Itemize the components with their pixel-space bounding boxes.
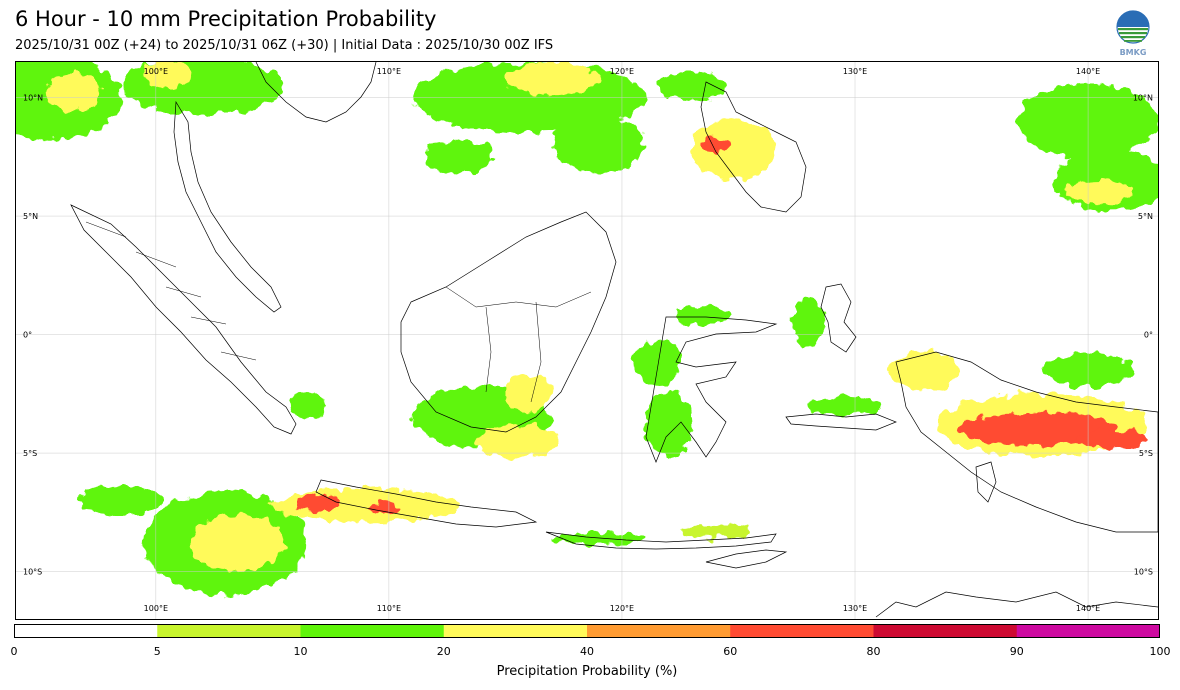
map-subtitle: 2025/10/31 00Z (+24) to 2025/10/31 06Z (… bbox=[15, 38, 554, 53]
lat-tick-label: 10°N bbox=[1133, 94, 1153, 103]
precip-region-kalimantan-se bbox=[505, 374, 553, 413]
indochina-coastline bbox=[255, 62, 377, 123]
colorbar-segment bbox=[300, 624, 445, 638]
colorbar-tick-label: 0 bbox=[10, 645, 18, 658]
borneo-coastline bbox=[400, 211, 617, 433]
lat-tick-label: 10°S bbox=[23, 568, 42, 577]
colorbar-tick-label: 40 bbox=[580, 645, 594, 658]
precip-region-seram bbox=[806, 396, 881, 416]
colorbar-tick-label: 100 bbox=[1149, 645, 1171, 658]
colorbar-tick-label: 5 bbox=[153, 645, 161, 658]
timor-coastline bbox=[705, 549, 788, 569]
lon-tick-label: 140°E bbox=[1076, 604, 1100, 613]
colorbar-title: Precipitation Probability (%) bbox=[496, 664, 678, 679]
colorbar-segment bbox=[443, 624, 588, 638]
precip-region-sumatra-se bbox=[288, 391, 326, 420]
colorbar bbox=[14, 624, 1160, 638]
halmahera-coastline bbox=[820, 283, 857, 353]
lon-tick-label: 100°E bbox=[144, 604, 168, 613]
colorbar-segment bbox=[873, 624, 1018, 638]
australia-coastline bbox=[875, 591, 1158, 618]
precipitation-map[interactable]: 100°E 100°E 110°E 110°E 120°E 120°E 130°E 130°E… bbox=[16, 62, 1158, 619]
lat-tick-label: 5°S bbox=[23, 449, 37, 458]
sulawesi-coastline bbox=[645, 316, 778, 463]
lon-tick-label: 140°E bbox=[1076, 67, 1100, 76]
new-guinea-coastline bbox=[895, 351, 1158, 533]
borneo-borders bbox=[445, 286, 592, 403]
precip-region-timor-area bbox=[680, 524, 751, 539]
colorbar-segment bbox=[587, 624, 731, 638]
precip-region-papua-west bbox=[889, 351, 960, 390]
sumatra-coastline bbox=[70, 204, 297, 435]
nusa-tenggara-coastline bbox=[545, 531, 777, 550]
colorbar-tick-label: 10 bbox=[293, 645, 308, 658]
precip-region-palawan bbox=[552, 116, 646, 174]
colorbar-tick-label: 20 bbox=[436, 645, 451, 658]
java-coastline bbox=[315, 479, 538, 528]
precip-region-indian-ocean-core bbox=[190, 514, 285, 572]
precip-region-south-china-sea-core bbox=[505, 62, 599, 96]
precip-region-visayas bbox=[656, 71, 727, 100]
map-frame[interactable]: 100°E 100°E 110°E 110°E 120°E 120°E 130°E 130°E… bbox=[15, 61, 1159, 620]
precip-region-mindanao bbox=[691, 118, 776, 181]
seram-coastline bbox=[785, 413, 897, 431]
precip-region-java-sea bbox=[475, 424, 560, 458]
sumatra-borders bbox=[85, 221, 257, 361]
colorbar-segment bbox=[730, 624, 874, 638]
lat-tick-label: 10°N bbox=[23, 94, 43, 103]
precip-region-sulu-sea bbox=[423, 140, 494, 174]
precip-region-andaman-sea-core bbox=[46, 73, 103, 112]
precip-region-n-sulawesi bbox=[675, 306, 732, 326]
lat-tick-label: 0° bbox=[1144, 331, 1153, 340]
lat-tick-label: 0° bbox=[23, 331, 32, 340]
precip-region-papua-east-peak bbox=[1076, 429, 1147, 449]
lon-tick-label: 130°E bbox=[843, 604, 867, 613]
coastlines bbox=[70, 62, 1158, 618]
bmkg-logo: BMKG bbox=[1114, 10, 1152, 58]
lon-tick-label: 110°E bbox=[377, 67, 401, 76]
malay-peninsula-coastline bbox=[173, 100, 282, 313]
aru-coastline bbox=[975, 461, 997, 503]
graticule bbox=[16, 62, 1158, 619]
bmkg-logo-icon: BMKG bbox=[1116, 10, 1150, 57]
lon-tick-label: 120°E bbox=[610, 604, 634, 613]
colorbar-tick-label: 60 bbox=[723, 645, 738, 658]
axis-labels: 100°E 100°E 110°E 110°E 120°E 120°E 130°E 130°E… bbox=[23, 67, 1153, 613]
precip-region-central-sulawesi bbox=[633, 339, 681, 387]
logo-text: BMKG bbox=[1120, 48, 1147, 57]
lon-tick-label: 120°E bbox=[610, 67, 634, 76]
precipitation-field bbox=[16, 62, 1158, 596]
lat-tick-label: 5°N bbox=[1138, 212, 1153, 221]
colorbar-segment bbox=[1016, 624, 1160, 638]
precip-region-mindanao-peak bbox=[701, 137, 730, 153]
colorbar-tick-label: 80 bbox=[866, 645, 881, 658]
lon-tick-label: 100°E bbox=[144, 67, 168, 76]
lat-tick-label: 5°N bbox=[23, 212, 38, 221]
map-title: 6 Hour - 10 mm Precipitation Probability bbox=[15, 7, 437, 31]
precip-region-halmahera bbox=[792, 299, 825, 347]
lon-tick-label: 130°E bbox=[843, 67, 867, 76]
precip-region-se-sulawesi bbox=[645, 391, 692, 458]
colorbar-segment bbox=[14, 624, 158, 638]
precip-region-nusa-tenggara bbox=[552, 531, 646, 546]
philippines-coastline bbox=[700, 81, 807, 213]
precip-region-west-java-peak bbox=[295, 494, 343, 512]
lat-tick-label: 5°S bbox=[1139, 449, 1153, 458]
precip-region-indian-ocean-w bbox=[78, 486, 163, 515]
lat-tick-label: 10°S bbox=[1134, 568, 1153, 577]
lon-tick-label: 110°E bbox=[377, 604, 401, 613]
precip-region-pacific-e-core bbox=[1064, 180, 1135, 205]
colorbar-segment bbox=[157, 624, 301, 638]
colorbar-tick-label: 90 bbox=[1009, 645, 1024, 658]
